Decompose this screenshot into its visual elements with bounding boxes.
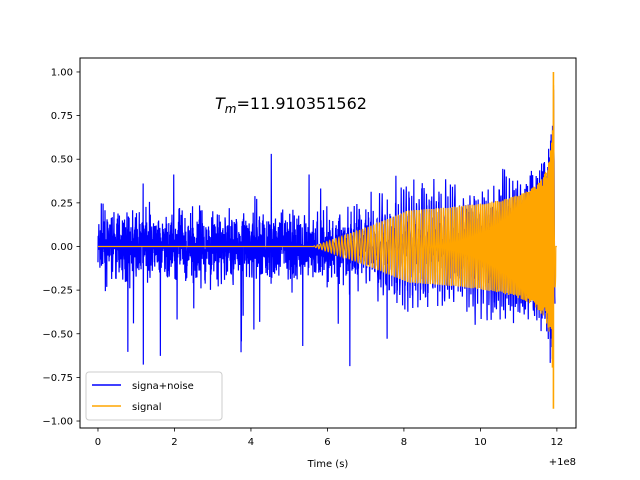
y-tick-label: −0.50: [42, 329, 73, 340]
x-tick-label: 12: [551, 437, 564, 448]
x-tick-label: 6: [324, 437, 330, 448]
y-tick-label: −0.25: [42, 286, 73, 297]
series-layer: [97, 71, 557, 409]
y-tick-label: 0.75: [51, 111, 73, 122]
y-tick-label: −0.75: [42, 373, 73, 384]
x-tick-label: 10: [474, 437, 487, 448]
x-tick-label: 8: [401, 437, 407, 448]
x-tick-label: 4: [248, 437, 254, 448]
y-tick-label: 0.25: [51, 198, 73, 209]
annotation-prefix: T: [215, 94, 226, 113]
x-axis-label: Time (s): [307, 459, 349, 470]
y-tick-label: 1.00: [51, 67, 73, 78]
x-offset-label: +1e8: [549, 457, 576, 468]
x-tick-label: 2: [171, 437, 177, 448]
y-tick-label: 0.00: [51, 242, 73, 253]
merger-time-annotation: Tm=11.910351562: [215, 94, 367, 116]
y-tick-label: −1.00: [42, 417, 73, 428]
legend-label-signa-noise: signa+noise: [132, 381, 194, 392]
y-axis-ticks: −1.00 −0.75 −0.50 −0.25 0.00 0.25 0.50 0.75 1.00: [42, 67, 80, 428]
legend: signa+noise signal: [85, 371, 223, 421]
legend-box: [85, 371, 223, 421]
x-axis-ticks: 0 2 4 6 8 10 12: [95, 428, 563, 448]
axes-frame: [79, 57, 577, 429]
annotation-value: =11.910351562: [236, 94, 366, 113]
x-tick-label: 0: [95, 437, 101, 448]
series-line-signal: [97, 85, 557, 368]
y-tick-label: 0.50: [51, 155, 73, 166]
annotation-subscript: m: [225, 102, 237, 116]
legend-label-signal: signal: [132, 402, 162, 413]
